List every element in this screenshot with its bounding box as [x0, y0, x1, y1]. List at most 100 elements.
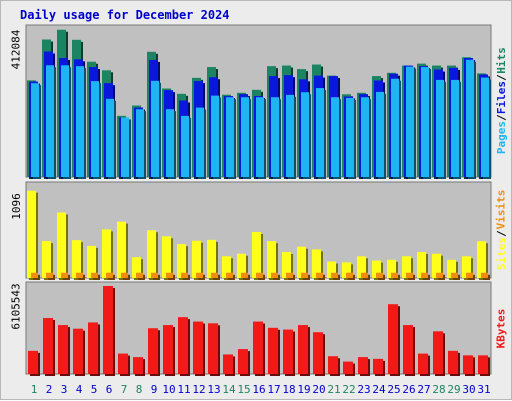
bar-visits [181, 272, 188, 278]
day-label-3: 3 [61, 383, 68, 396]
bar-sites [462, 256, 471, 278]
day-label-12: 12 [192, 383, 205, 396]
bar-kbytes [283, 329, 293, 374]
bar-kbytes [58, 325, 68, 374]
day-label-27: 27 [417, 383, 430, 396]
bar-kbytes [88, 322, 98, 374]
bar-sites [177, 244, 186, 278]
bar-visits [406, 272, 413, 278]
day-label-31: 31 [477, 383, 490, 396]
bar-sites [237, 253, 246, 278]
day-label-15: 15 [237, 383, 250, 396]
bar-visits [76, 272, 83, 278]
day-label-9: 9 [151, 383, 158, 396]
bar-sites [477, 241, 486, 278]
day-label-11: 11 [177, 383, 190, 396]
bar-sites [357, 256, 366, 278]
bar-kbytes [73, 328, 83, 374]
bar-pages [121, 117, 129, 177]
bar-sites [207, 239, 216, 278]
bar-visits [196, 272, 203, 278]
bar-kbytes [448, 350, 458, 374]
bar-visits [256, 272, 263, 278]
bar-pages [136, 109, 144, 177]
bar-pages [31, 83, 39, 177]
bar-visits [121, 272, 128, 278]
bar-kbytes [343, 361, 353, 374]
bar-sites [297, 246, 306, 278]
bar-sites [72, 240, 81, 278]
bar-pages [226, 97, 234, 177]
bar-kbytes [223, 354, 233, 374]
bar-sites [327, 261, 336, 278]
bar-sites [372, 260, 381, 278]
day-label-23: 23 [357, 383, 370, 396]
bar-kbytes [358, 357, 368, 374]
bar-pages [46, 65, 54, 177]
bar-pages [421, 67, 429, 177]
day-label-2: 2 [46, 383, 53, 396]
bar-visits [466, 272, 473, 278]
bar-pages [466, 59, 474, 178]
bar-kbytes [418, 353, 428, 374]
legend-visits: Visits [494, 190, 508, 230]
bar-visits [136, 272, 143, 278]
bar-visits [391, 272, 398, 278]
day-label-22: 22 [342, 383, 355, 396]
bar-kbytes [463, 355, 473, 374]
bar-kbytes [403, 325, 413, 374]
bar-pages [331, 97, 339, 177]
bar-kbytes [253, 321, 263, 374]
legend-pages: Pages [494, 121, 508, 155]
bar-visits [211, 272, 218, 278]
bar-sites [267, 241, 276, 278]
day-label-16: 16 [252, 383, 265, 396]
bar-kbytes [43, 318, 53, 374]
bar-sites [387, 259, 396, 278]
bar-pages [406, 66, 414, 177]
bar-kbytes [328, 356, 338, 374]
bar-pages [316, 88, 324, 177]
bar-kbytes [298, 325, 308, 374]
bar-kbytes [118, 353, 128, 374]
bar-kbytes [238, 349, 248, 374]
bar-kbytes [268, 327, 278, 374]
bar-sites [192, 240, 201, 278]
bar-visits [376, 272, 383, 278]
bar-sites [417, 251, 426, 278]
bar-kbytes [388, 304, 398, 374]
bar-sites [117, 221, 126, 278]
bar-kbytes [103, 286, 113, 374]
bar-kbytes [163, 325, 173, 374]
day-label-30: 30 [462, 383, 475, 396]
bar-sites [447, 259, 456, 278]
bar-visits [106, 272, 113, 278]
bar-sites [102, 229, 111, 278]
bar-visits [436, 272, 443, 278]
bar-pages [106, 98, 114, 177]
bar-visits [226, 272, 233, 278]
bar-sites [342, 262, 351, 278]
bar-pages [361, 97, 369, 177]
day-label-28: 28 [432, 383, 445, 396]
legend-hits: Hits [494, 47, 508, 75]
bar-visits [346, 272, 353, 278]
day-label-1: 1 [31, 383, 38, 396]
day-label-18: 18 [282, 383, 295, 396]
bar-pages [271, 97, 279, 177]
bar-kbytes [313, 332, 323, 374]
bar-visits [331, 272, 338, 278]
bar-kbytes [208, 323, 218, 374]
day-label-7: 7 [121, 383, 128, 396]
bar-sites [252, 232, 261, 278]
bar-visits [271, 272, 278, 278]
bar-visits [316, 272, 323, 278]
legend-separator: / [494, 114, 508, 122]
bar-sites [312, 249, 321, 278]
day-label-29: 29 [447, 383, 460, 396]
ymax-label-kbytes: 6105543 [9, 282, 23, 330]
bar-pages [241, 97, 249, 177]
bar-visits [481, 272, 488, 278]
